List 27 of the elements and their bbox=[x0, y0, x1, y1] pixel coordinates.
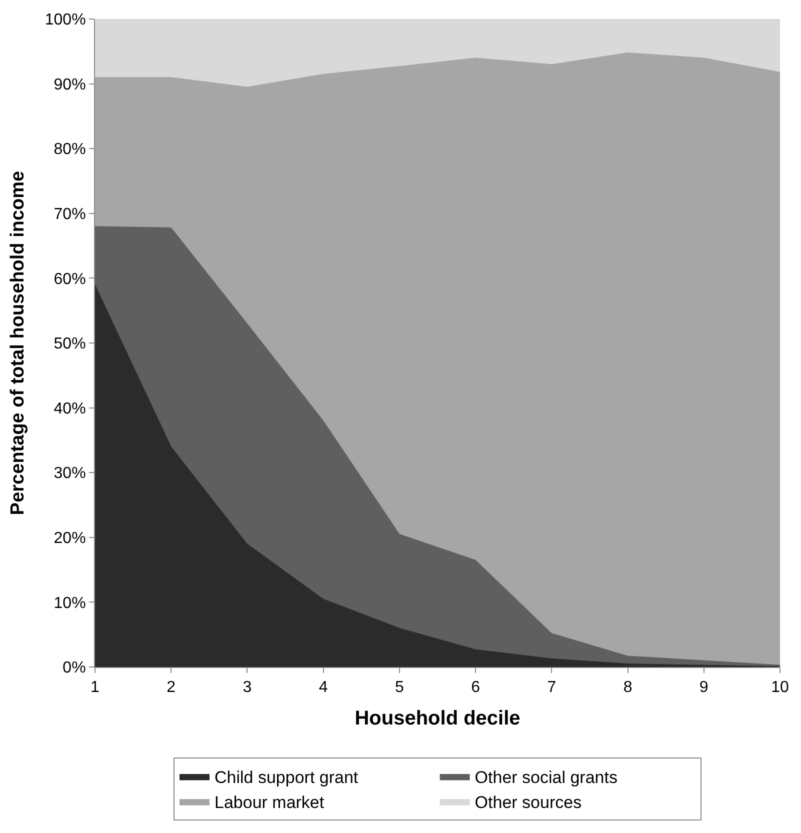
y-tick-label: 60% bbox=[54, 270, 86, 288]
legend-label: Other sources bbox=[474, 793, 582, 812]
x-tick-label: 8 bbox=[623, 679, 632, 696]
legend-label: Child support grant bbox=[214, 768, 358, 787]
y-tick-label: 10% bbox=[54, 594, 86, 612]
x-tick-label: 4 bbox=[318, 679, 328, 696]
legend-label: Other social grants bbox=[474, 768, 618, 787]
x-tick-label: 6 bbox=[471, 679, 480, 696]
y-tick-label: 20% bbox=[54, 530, 86, 547]
x-tick-label: 2 bbox=[166, 679, 176, 696]
y-tick-label: 100% bbox=[44, 12, 86, 29]
x-tick-label: 10 bbox=[771, 679, 789, 696]
y-tick-label: 80% bbox=[54, 141, 86, 158]
legend-label: Labour market bbox=[214, 793, 324, 812]
y-tick-label: 30% bbox=[54, 465, 86, 482]
x-tick-label: 5 bbox=[394, 679, 404, 696]
y-axis-title: Percentage of total household income bbox=[8, 170, 29, 516]
y-tick-label: 90% bbox=[54, 76, 86, 94]
x-tick-label: 7 bbox=[547, 679, 556, 696]
y-tick-label: 0% bbox=[62, 660, 86, 677]
x-tick-label: 3 bbox=[242, 679, 252, 696]
x-axis-title: Household decile bbox=[354, 708, 520, 730]
y-tick-label: 50% bbox=[54, 336, 86, 353]
y-tick-label: 70% bbox=[54, 206, 86, 223]
x-tick-label: 1 bbox=[90, 679, 100, 696]
x-tick-label: 9 bbox=[699, 679, 708, 696]
y-tick-label: 40% bbox=[54, 400, 86, 418]
